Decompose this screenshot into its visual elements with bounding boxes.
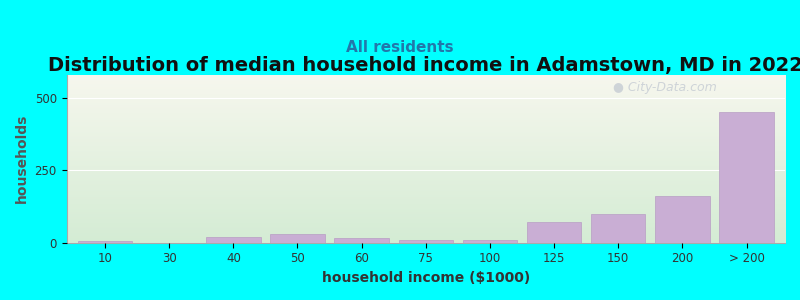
Bar [655, 196, 710, 243]
Y-axis label: households: households [15, 114, 29, 203]
X-axis label: household income ($1000): household income ($1000) [322, 271, 530, 285]
Bar [526, 222, 582, 243]
Bar [78, 241, 132, 243]
Bar [206, 237, 261, 243]
Bar [334, 238, 389, 243]
Text: ● City-Data.com: ● City-Data.com [613, 81, 716, 94]
Bar [591, 214, 646, 243]
Text: All residents: All residents [346, 40, 454, 56]
Bar [462, 240, 517, 243]
Bar [270, 234, 325, 243]
Title: Distribution of median household income in Adamstown, MD in 2022: Distribution of median household income … [48, 56, 800, 74]
Bar [719, 112, 774, 243]
Bar [398, 240, 453, 243]
